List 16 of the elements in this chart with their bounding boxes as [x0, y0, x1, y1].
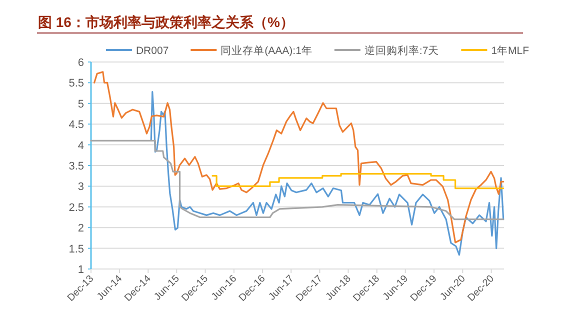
legend-label: DR007 [136, 45, 169, 57]
y-tick-label: 1 [78, 264, 84, 276]
y-tick-label: 4 [78, 140, 84, 152]
legend-label: 1年MLF [491, 45, 530, 57]
y-tick-label: 2 [78, 222, 84, 235]
chart-title: 图 16：市场利率与政策利率之关系（%） [38, 14, 294, 30]
y-tick-label: 3.5 [68, 160, 84, 172]
y-tick-label: 2.5 [68, 202, 84, 214]
y-tick-label: 6 [78, 57, 84, 69]
y-tick-label: 5 [78, 98, 84, 110]
y-tick-label: 1.5 [68, 243, 84, 256]
legend-label: 同业存单(AAA):1年 [220, 44, 312, 57]
y-tick-label: 5.5 [68, 78, 84, 90]
y-tick-label: 4.5 [68, 119, 84, 132]
y-tick-label: 3 [78, 181, 84, 194]
legend-label: 逆回购利率:7天 [364, 44, 440, 57]
